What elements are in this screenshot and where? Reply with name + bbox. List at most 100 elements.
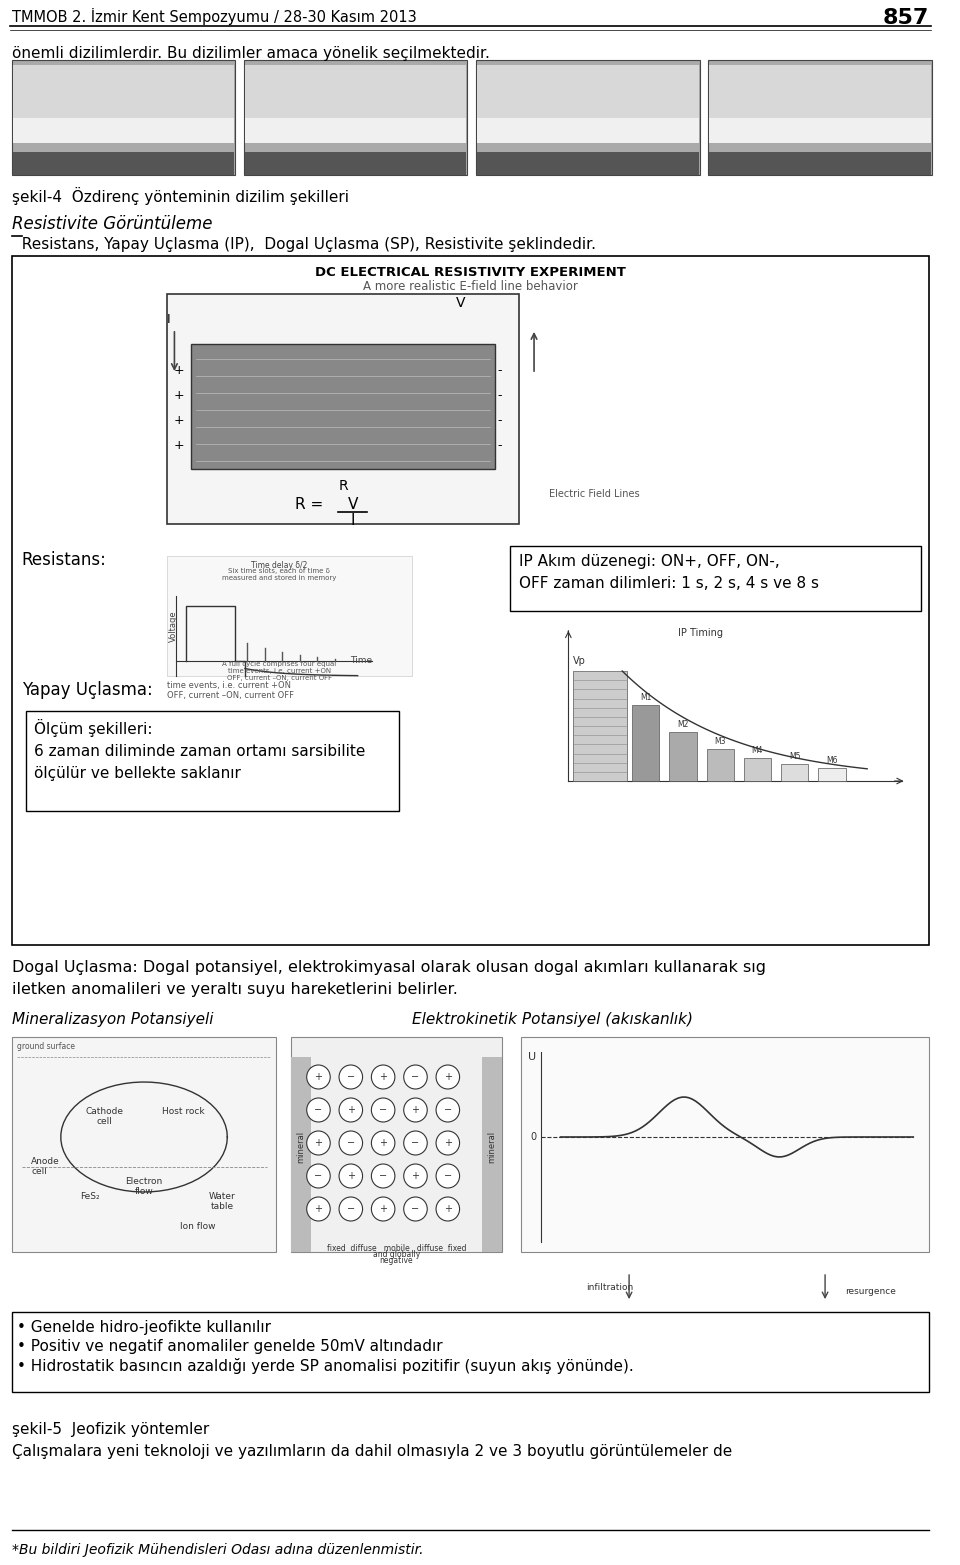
- Text: IP Akım düzenegi: ON+, OFF, ON-,
OFF zaman dilimleri: 1 s, 2 s, 4 s ve 8 s: IP Akım düzenegi: ON+, OFF, ON-, OFF zam…: [519, 554, 819, 592]
- Text: Resistivite Görüntüleme: Resistivite Görüntüleme: [12, 214, 212, 233]
- Text: −: −: [315, 1105, 323, 1114]
- Text: M3: M3: [714, 737, 726, 745]
- Bar: [709, 152, 931, 175]
- Text: Host rock: Host rock: [162, 1106, 204, 1116]
- Text: M5: M5: [789, 751, 801, 761]
- Bar: [477, 64, 699, 127]
- Bar: [709, 117, 931, 142]
- Circle shape: [404, 1099, 427, 1122]
- Text: Ion flow: Ion flow: [180, 1222, 216, 1232]
- Text: IP Timing: IP Timing: [678, 628, 723, 639]
- Bar: [709, 64, 931, 127]
- Circle shape: [436, 1099, 460, 1122]
- Text: Time delay δ/2: Time delay δ/2: [252, 560, 307, 570]
- Circle shape: [436, 1131, 460, 1155]
- Text: -: -: [497, 415, 502, 427]
- Text: V: V: [348, 498, 358, 512]
- Text: −: −: [412, 1138, 420, 1149]
- Text: +: +: [444, 1203, 452, 1214]
- Bar: [477, 152, 699, 175]
- Text: −: −: [444, 1105, 452, 1114]
- Bar: [12, 152, 234, 175]
- Text: • Genelde hidro-jeofikte kullanılır: • Genelde hidro-jeofikte kullanılır: [16, 1319, 271, 1335]
- Text: I: I: [167, 313, 170, 326]
- Text: +: +: [379, 1203, 387, 1214]
- Text: V: V: [456, 296, 466, 310]
- Circle shape: [372, 1066, 395, 1089]
- Text: Resistans, Yapay Uçlasma (IP),  Dogal Uçlasma (SP), Resistivite şeklindedir.: Resistans, Yapay Uçlasma (IP), Dogal Uçl…: [12, 236, 596, 252]
- Bar: [167, 294, 519, 524]
- Text: +: +: [412, 1171, 420, 1182]
- Text: +: +: [379, 1138, 387, 1149]
- Text: infiltration: infiltration: [586, 1282, 634, 1291]
- Bar: [632, 706, 660, 781]
- Text: Anode
cell: Anode cell: [32, 1157, 60, 1177]
- Text: I: I: [350, 513, 355, 527]
- Text: M4: M4: [752, 745, 763, 754]
- Text: +: +: [315, 1072, 323, 1081]
- Text: +: +: [347, 1105, 355, 1114]
- Text: Ölçüm şekilleri:
6 zaman diliminde zaman ortamı sarsibilite
ölçülür ve bellekte : Ölçüm şekilleri: 6 zaman diliminde zaman…: [35, 718, 366, 781]
- Text: Water
table: Water table: [209, 1193, 236, 1211]
- Bar: [291, 1038, 502, 1252]
- Text: −: −: [412, 1072, 420, 1081]
- Text: Dogal Uçlasma: Dogal potansiyel, elektrokimyasal olarak olusan dogal akımları ku: Dogal Uçlasma: Dogal potansiyel, elektro…: [12, 959, 766, 997]
- Text: OFF, current –ON, current OFF: OFF, current –ON, current OFF: [227, 675, 332, 681]
- Circle shape: [339, 1164, 363, 1188]
- Text: −: −: [379, 1171, 387, 1182]
- Circle shape: [339, 1099, 363, 1122]
- Circle shape: [404, 1197, 427, 1221]
- Bar: [477, 117, 699, 142]
- Text: fixed  diffuse   mobile   diffuse  fixed: fixed diffuse mobile diffuse fixed: [326, 1244, 467, 1254]
- Text: +: +: [315, 1138, 323, 1149]
- Circle shape: [306, 1099, 330, 1122]
- Bar: [245, 152, 467, 175]
- Bar: [521, 1038, 929, 1252]
- Text: measured and stored in memory: measured and stored in memory: [222, 574, 336, 581]
- Bar: [12, 1311, 929, 1391]
- Text: • Positiv ve negatif anomaliler genelde 50mV altındadır: • Positiv ve negatif anomaliler genelde …: [16, 1340, 443, 1354]
- Text: negative: negative: [379, 1257, 413, 1265]
- Text: OFF, current –ON, current OFF: OFF, current –ON, current OFF: [167, 692, 294, 700]
- Text: Vp: Vp: [573, 656, 587, 667]
- Text: 0: 0: [530, 1131, 536, 1142]
- Circle shape: [404, 1066, 427, 1089]
- Bar: [818, 768, 846, 781]
- Text: +: +: [174, 390, 184, 402]
- Bar: [781, 764, 808, 781]
- Text: -: -: [497, 365, 502, 377]
- Circle shape: [436, 1197, 460, 1221]
- Text: Cathode
cell: Cathode cell: [85, 1106, 124, 1127]
- Text: Elektrokinetik Potansiyel (akıskanlık): Elektrokinetik Potansiyel (akıskanlık): [412, 1013, 692, 1027]
- Text: şekil-4  Özdirenç yönteminin dizilim şekilleri: şekil-4 Özdirenç yönteminin dizilim şeki…: [12, 186, 348, 205]
- Text: mineral: mineral: [297, 1131, 305, 1163]
- Text: M6: M6: [827, 756, 838, 765]
- Bar: [510, 546, 921, 610]
- Bar: [27, 711, 398, 811]
- Text: ground surface: ground surface: [16, 1042, 75, 1052]
- Text: +: +: [174, 440, 184, 452]
- Text: -: -: [497, 390, 502, 402]
- Text: Voltage: Voltage: [169, 610, 178, 642]
- Text: time events, i.e. current +ON: time events, i.e. current +ON: [228, 668, 331, 675]
- Text: A full cycle comprises four equal: A full cycle comprises four equal: [222, 660, 336, 667]
- Circle shape: [306, 1164, 330, 1188]
- Bar: [744, 757, 771, 781]
- Text: Yapay Uçlasma:: Yapay Uçlasma:: [21, 681, 153, 700]
- Text: −: −: [347, 1072, 355, 1081]
- Circle shape: [372, 1164, 395, 1188]
- Circle shape: [404, 1131, 427, 1155]
- Circle shape: [306, 1197, 330, 1221]
- Text: R =: R =: [295, 498, 324, 512]
- Text: önemli dizilimlerdir. Bu dizilimler amaca yönelik seçilmektedir.: önemli dizilimlerdir. Bu dizilimler amac…: [12, 45, 490, 61]
- Text: +: +: [412, 1105, 420, 1114]
- Text: −: −: [379, 1105, 387, 1114]
- Text: A more realistic E-field line behavior: A more realistic E-field line behavior: [363, 280, 578, 293]
- Text: +: +: [379, 1072, 387, 1081]
- Text: 857: 857: [882, 8, 929, 28]
- Bar: [167, 556, 412, 676]
- Circle shape: [372, 1099, 395, 1122]
- Text: M2: M2: [678, 720, 688, 729]
- Text: Electron
flow: Electron flow: [126, 1177, 162, 1196]
- Text: +: +: [315, 1203, 323, 1214]
